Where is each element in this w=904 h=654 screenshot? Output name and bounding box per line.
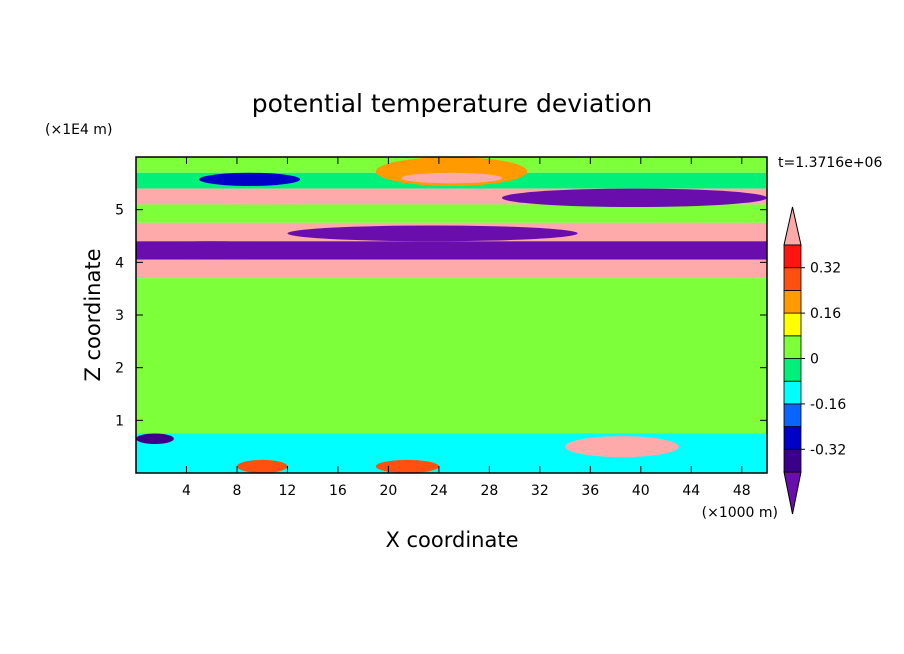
- colorbar-label: 0.16: [810, 306, 841, 322]
- heatmap-feature-6: [136, 241, 288, 258]
- colorbar-box-0: [783, 448, 802, 473]
- heatmap-feature-10: [236, 459, 288, 473]
- colorbar-box-2: [783, 403, 802, 427]
- colorbar-box-4: [783, 358, 802, 382]
- heatmap-band-8: [136, 433, 767, 473]
- x-unit-label: (×1000 m): [702, 505, 778, 521]
- x-tick-label: 32: [531, 483, 549, 499]
- colorbar-label: -0.16: [810, 397, 846, 413]
- plot-area: [136, 157, 767, 473]
- colorbar-box-9: [783, 244, 802, 269]
- heatmap-feature-5: [287, 225, 578, 242]
- heatmap-feature-3: [501, 188, 767, 208]
- x-tick-label: 36: [581, 483, 599, 499]
- colorbar-box-1: [783, 426, 802, 450]
- heatmap-band-3: [136, 204, 767, 223]
- x-tick-label: 40: [632, 483, 650, 499]
- heatmap-band-7: [136, 278, 767, 434]
- colorbar-box-5: [783, 335, 802, 359]
- heatmap-band-6: [136, 259, 767, 279]
- x-tick-label: 48: [733, 483, 751, 499]
- heatmap-feature-2: [199, 172, 301, 186]
- x-tick-label: 24: [430, 483, 448, 499]
- heatmap-feature-7: [590, 222, 767, 234]
- x-tick-label: 12: [279, 483, 297, 499]
- heatmap-band-5: [136, 241, 767, 260]
- y-unit-label: (×1E4 m): [45, 122, 112, 138]
- chart-title: potential temperature deviation: [252, 89, 652, 118]
- colorbar-label: 0: [810, 352, 819, 368]
- y-tick-label: 3: [115, 308, 124, 324]
- y-tick-label: 2: [115, 361, 124, 377]
- heatmap-feature-4: [136, 191, 389, 205]
- x-axis-label: X coordinate: [385, 528, 518, 552]
- heatmap-feature-11: [375, 459, 439, 473]
- y-tick-label: 5: [115, 203, 124, 219]
- y-tick-label: 4: [115, 255, 124, 271]
- colorbar-box-8: [783, 267, 802, 291]
- colorbar-box-3: [783, 380, 802, 405]
- x-tick-label: 4: [182, 483, 191, 499]
- x-tick-label: 16: [329, 483, 347, 499]
- colorbar-box-6: [783, 312, 802, 337]
- colorbar-arrow-top: [783, 206, 802, 246]
- x-tick-label: 8: [232, 483, 241, 499]
- heatmap-feature-8: [565, 436, 679, 458]
- x-tick-label: 20: [379, 483, 397, 499]
- x-tick-label: 28: [480, 483, 498, 499]
- x-tick-label: 44: [682, 483, 700, 499]
- y-tick-label: 1: [115, 413, 124, 429]
- time-label: t=1.3716e+06: [778, 155, 882, 171]
- heatmap-feature-9: [136, 433, 174, 445]
- colorbar-label: 0.32: [810, 261, 841, 277]
- colorbar: 0.32 0.16 0 -0.16 -0.32: [783, 206, 846, 515]
- y-axis-label: Z coordinate: [81, 248, 105, 381]
- colorbar-arrow-bottom: [783, 471, 802, 515]
- colorbar-box-7: [783, 289, 802, 314]
- heatmap-feature-1: [401, 172, 502, 184]
- colorbar-label: -0.32: [810, 442, 846, 458]
